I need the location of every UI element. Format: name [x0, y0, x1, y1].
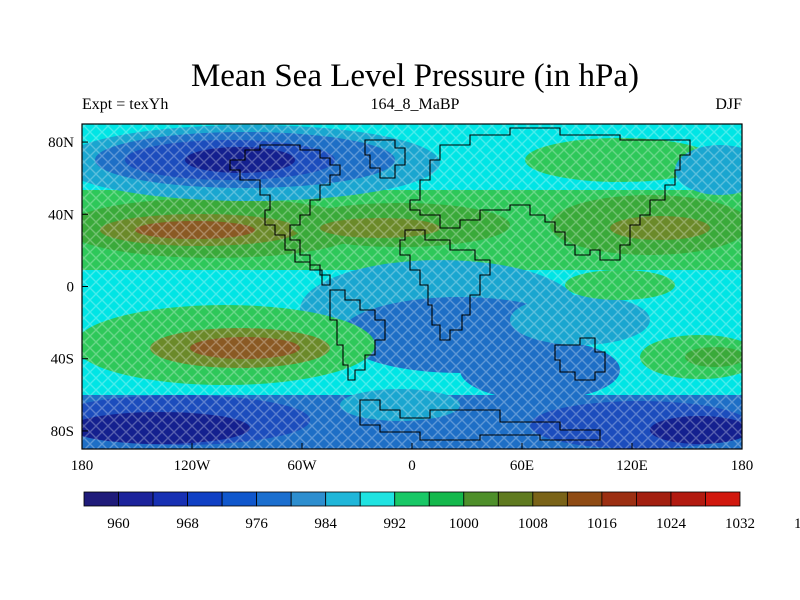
colorbar-label: 1032	[725, 516, 755, 532]
experiment-label: Expt = texYh	[82, 96, 169, 113]
map-title: Mean Sea Level Pressure (in hPa)	[190, 58, 640, 94]
eurasia-outline	[409, 127, 691, 261]
colorbar-swatch	[152, 491, 188, 507]
lat-tick-label: 80N	[48, 135, 74, 151]
colorbar-label: 1024	[656, 516, 687, 532]
colorbar-swatch	[83, 491, 119, 507]
antarctica-outline	[359, 399, 601, 441]
continent-outlines	[229, 127, 691, 441]
colorbar-swatch	[187, 491, 223, 507]
lon-tick-label: 120W	[174, 458, 212, 474]
colorbar: 960 968 976 984 992 1000 1008 1016 1024 1032 1040	[83, 491, 800, 532]
colorbar-label: 960	[107, 516, 130, 532]
lon-tick-label: 180	[71, 458, 94, 474]
lon-tick-label: 60E	[510, 458, 534, 474]
colorbar-swatch	[463, 491, 499, 507]
colorbar-label: 976	[245, 516, 268, 532]
colorbar-swatch	[532, 491, 568, 507]
colorbar-label: 968	[176, 516, 199, 532]
lon-tick-label: 120E	[616, 458, 648, 474]
south-america-outline	[329, 289, 386, 381]
colorbar-swatch	[566, 491, 603, 507]
north-america-outline	[229, 144, 341, 286]
colorbar-swatch	[705, 491, 741, 507]
colorbar-swatch	[256, 491, 292, 507]
lat-tick-label: 40N	[48, 207, 74, 223]
lon-tick-label: 60W	[287, 458, 317, 474]
colorbar-label: 1008	[518, 516, 548, 532]
latitude-axis: 80N 40N 0 40S 80S	[48, 135, 88, 440]
colorbar-swatch	[325, 491, 361, 507]
greenland-outline	[364, 139, 406, 179]
colorbar-swatch	[359, 491, 396, 507]
colorbar-swatch	[497, 491, 534, 507]
colorbar-label: 984	[314, 516, 337, 532]
lat-tick-label: 0	[67, 280, 75, 296]
colorbar-swatch	[636, 491, 672, 507]
period-label: 164_8_MaBP	[370, 96, 460, 113]
colorbar-swatch	[601, 491, 637, 507]
lon-tick-label: 0	[408, 458, 416, 474]
colorbar-label: 1000	[449, 516, 479, 532]
colorbar-label: 1040	[794, 516, 800, 532]
colorbar-swatch	[221, 491, 258, 507]
lat-tick-label: 40S	[51, 352, 74, 368]
longitude-axis: 180 120W 60W 0 60E 120E 180	[71, 443, 754, 474]
colorbar-swatch	[428, 491, 465, 507]
pressure-field	[82, 124, 742, 449]
africa-outline	[399, 229, 491, 341]
colorbar-label: 1016	[587, 516, 618, 532]
colorbar-label: 992	[383, 516, 406, 532]
season-label: DJF	[715, 96, 742, 113]
lat-tick-label: 80S	[51, 424, 74, 440]
colorbar-swatch	[290, 491, 327, 507]
colorbar-swatch	[394, 491, 430, 507]
colorbar-swatch	[118, 491, 154, 507]
australia-outline	[554, 337, 606, 381]
colorbar-swatch	[670, 491, 706, 507]
lon-tick-label: 180	[731, 458, 754, 474]
